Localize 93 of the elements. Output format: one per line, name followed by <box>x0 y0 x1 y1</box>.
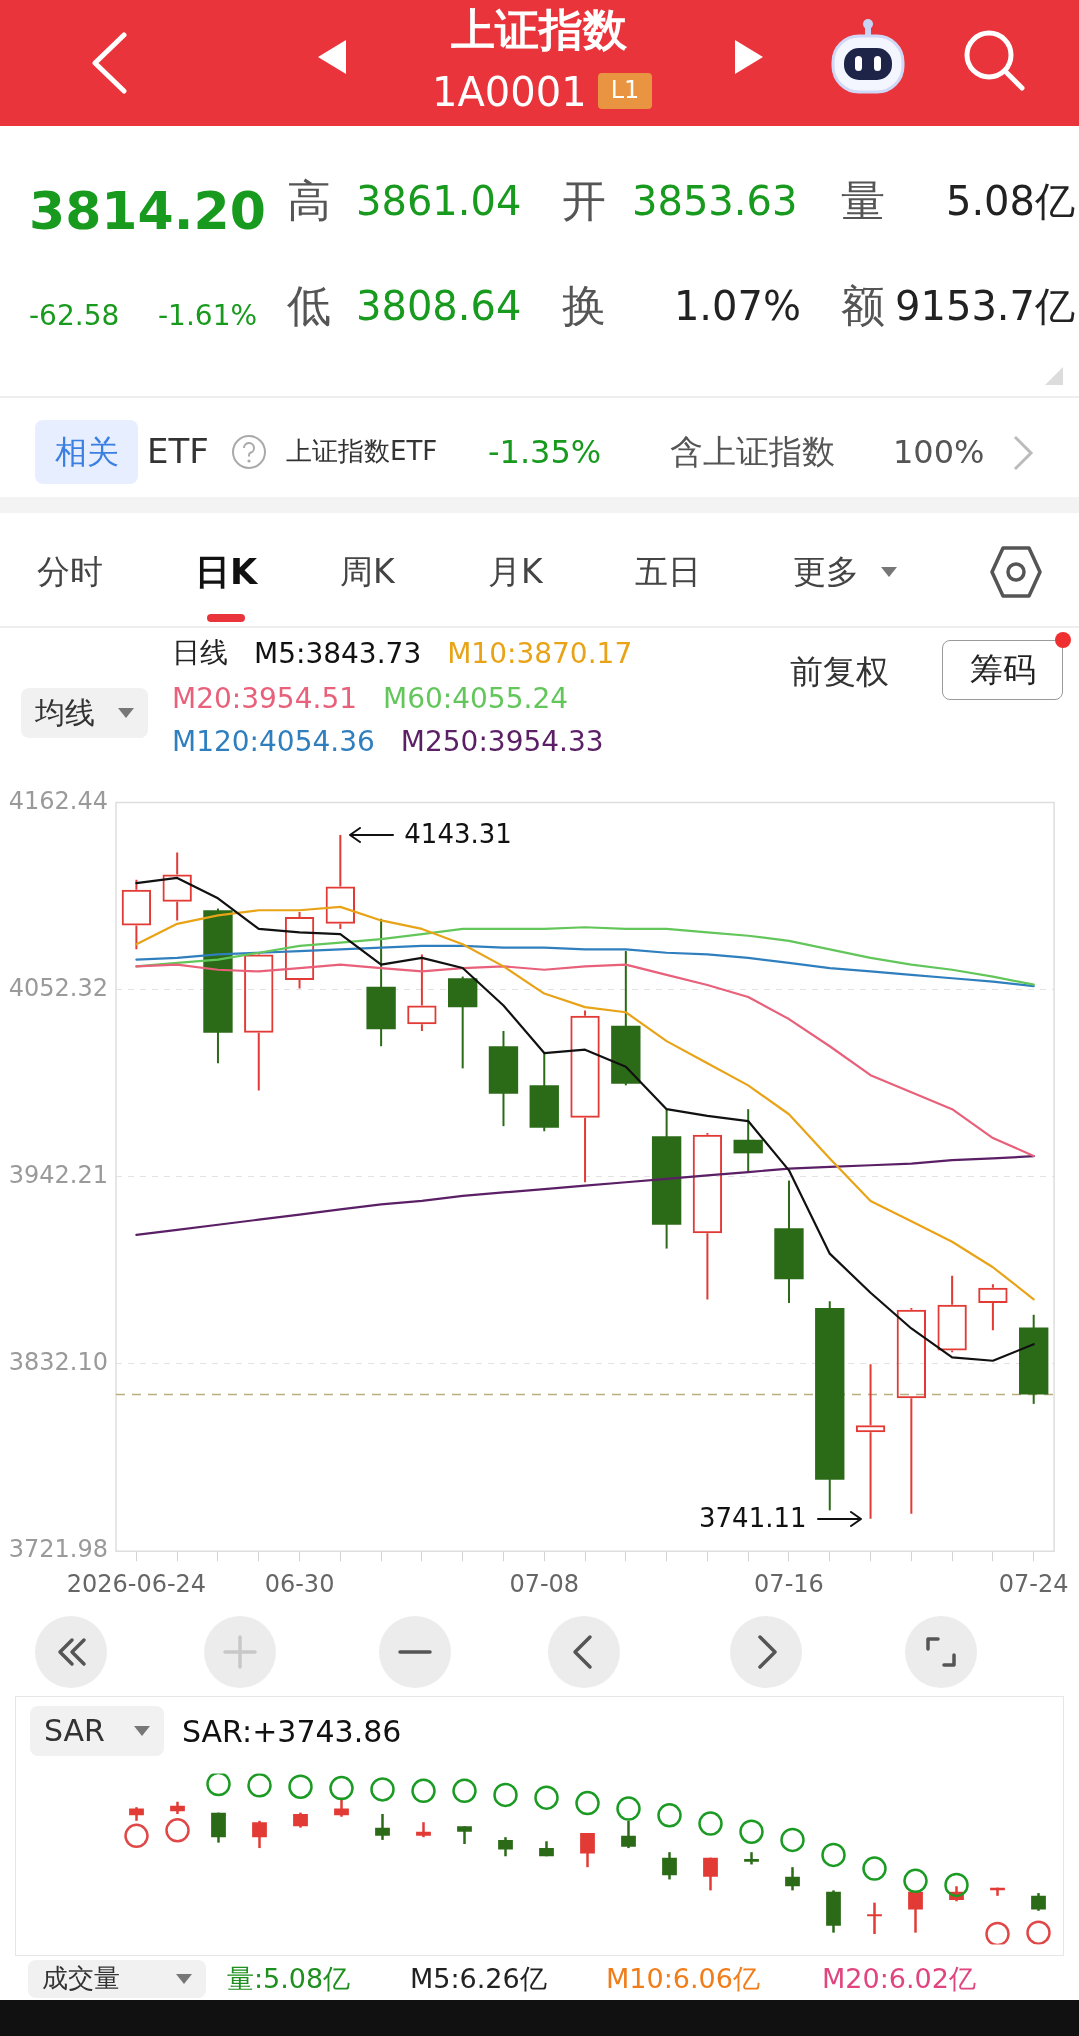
candlestick <box>375 1812 390 1842</box>
point <box>944 1872 969 1898</box>
candlestick <box>733 1108 763 1174</box>
text: 100% <box>893 432 985 471</box>
point <box>493 1782 518 1808</box>
text: 上证指数 <box>451 3 627 56</box>
text: 1.07% <box>673 283 801 329</box>
text: 3814.20 <box>29 181 266 242</box>
point <box>862 1856 887 1881</box>
point <box>534 1785 559 1810</box>
candlestick <box>867 1901 882 1936</box>
point <box>657 1803 682 1828</box>
y-tick-label: 4162.44 <box>8 786 108 815</box>
annotation: 4143.31 <box>404 818 512 850</box>
y-tick-label: 3832.10 <box>8 1348 108 1377</box>
x-tick-label: 06-30 <box>264 1569 335 1598</box>
text: 含上证指数 <box>670 432 835 472</box>
x-tick-label: 07-16 <box>754 1569 824 1598</box>
text: 筹码 <box>969 650 1036 690</box>
candlestick <box>908 1890 923 1934</box>
text: 换 <box>562 279 606 332</box>
text: M60:4055.24 <box>383 682 569 715</box>
text: 五日 <box>635 552 701 592</box>
text: M10:6.06亿 <box>606 1963 760 1995</box>
text: M10:3870.17 <box>447 636 633 670</box>
point <box>247 1773 272 1798</box>
chart-title: SAR <box>44 1712 105 1749</box>
legend-title: 日线 <box>172 635 228 671</box>
text: M120:4054.36 <box>172 725 375 758</box>
point <box>821 1842 846 1868</box>
text: L1 <box>610 76 640 105</box>
y-tick-label: 4052.32 <box>8 973 108 1002</box>
point <box>616 1796 641 1821</box>
point <box>411 1778 436 1804</box>
candlestick <box>252 1819 267 1850</box>
text: ETF <box>147 431 209 472</box>
x-tick-label: 07-24 <box>998 1569 1069 1598</box>
point <box>288 1774 313 1799</box>
candlestick <box>785 1865 800 1892</box>
candlestick <box>580 1831 595 1869</box>
text: 量:5.08亿 <box>227 1963 351 1995</box>
annotation: 3741.11 <box>699 1502 807 1534</box>
text: 1A0001 <box>432 69 587 115</box>
point <box>165 1818 190 1843</box>
text: M20:6.02亿 <box>822 1963 976 1995</box>
point <box>206 1773 231 1797</box>
point <box>329 1775 354 1801</box>
candlestick <box>703 1856 718 1892</box>
point <box>1026 1920 1051 1945</box>
text: 分时 <box>37 552 103 592</box>
text: 日K <box>195 551 258 593</box>
text: 上证指数ETF <box>286 436 438 467</box>
text: 成交量 <box>42 1963 120 1994</box>
text: 月K <box>488 552 543 592</box>
chart-title: 均线 <box>35 694 95 731</box>
text: 相关 <box>54 432 119 471</box>
point <box>739 1819 764 1844</box>
point <box>985 1921 1010 1945</box>
point <box>452 1778 477 1804</box>
series-label: SAR:+3743.86 <box>182 1713 402 1749</box>
text: 前复权 <box>790 652 889 692</box>
point <box>698 1811 723 1836</box>
text: 低 <box>287 279 331 332</box>
text: 3861.04 <box>356 178 522 224</box>
x-tick-label: 2026-06-24 <box>66 1569 207 1598</box>
text: 3808.64 <box>356 283 522 329</box>
text: 高 <box>287 174 331 227</box>
text: 量 <box>841 174 885 227</box>
point <box>903 1868 928 1894</box>
text: 5.08亿 <box>945 178 1075 224</box>
x-tick-label: 07-08 <box>509 1569 580 1598</box>
y-tick-label: 3721.98 <box>8 1535 108 1564</box>
text: 3853.63 <box>632 178 798 224</box>
text: -62.58 <box>29 298 120 333</box>
point <box>124 1823 149 1849</box>
y-tick-label: 3942.21 <box>8 1161 108 1190</box>
text: -1.35% <box>488 432 602 471</box>
text: 更多 <box>793 552 859 592</box>
candlestick <box>662 1850 677 1881</box>
text: 开 <box>562 174 606 227</box>
point <box>780 1827 805 1853</box>
text: -1.61% <box>158 298 258 333</box>
candlestick <box>621 1819 636 1850</box>
text: 9153.7亿 <box>895 283 1075 329</box>
text: M250:3954.33 <box>400 725 604 758</box>
candlestick <box>498 1835 513 1858</box>
text: 周K <box>340 552 395 592</box>
text: M20:3954.51 <box>172 682 358 715</box>
point <box>370 1777 395 1802</box>
text: M5:6.26亿 <box>410 1963 547 1995</box>
text: 额 <box>841 279 885 332</box>
text: M5:3843.73 <box>254 636 422 670</box>
point <box>575 1790 600 1816</box>
